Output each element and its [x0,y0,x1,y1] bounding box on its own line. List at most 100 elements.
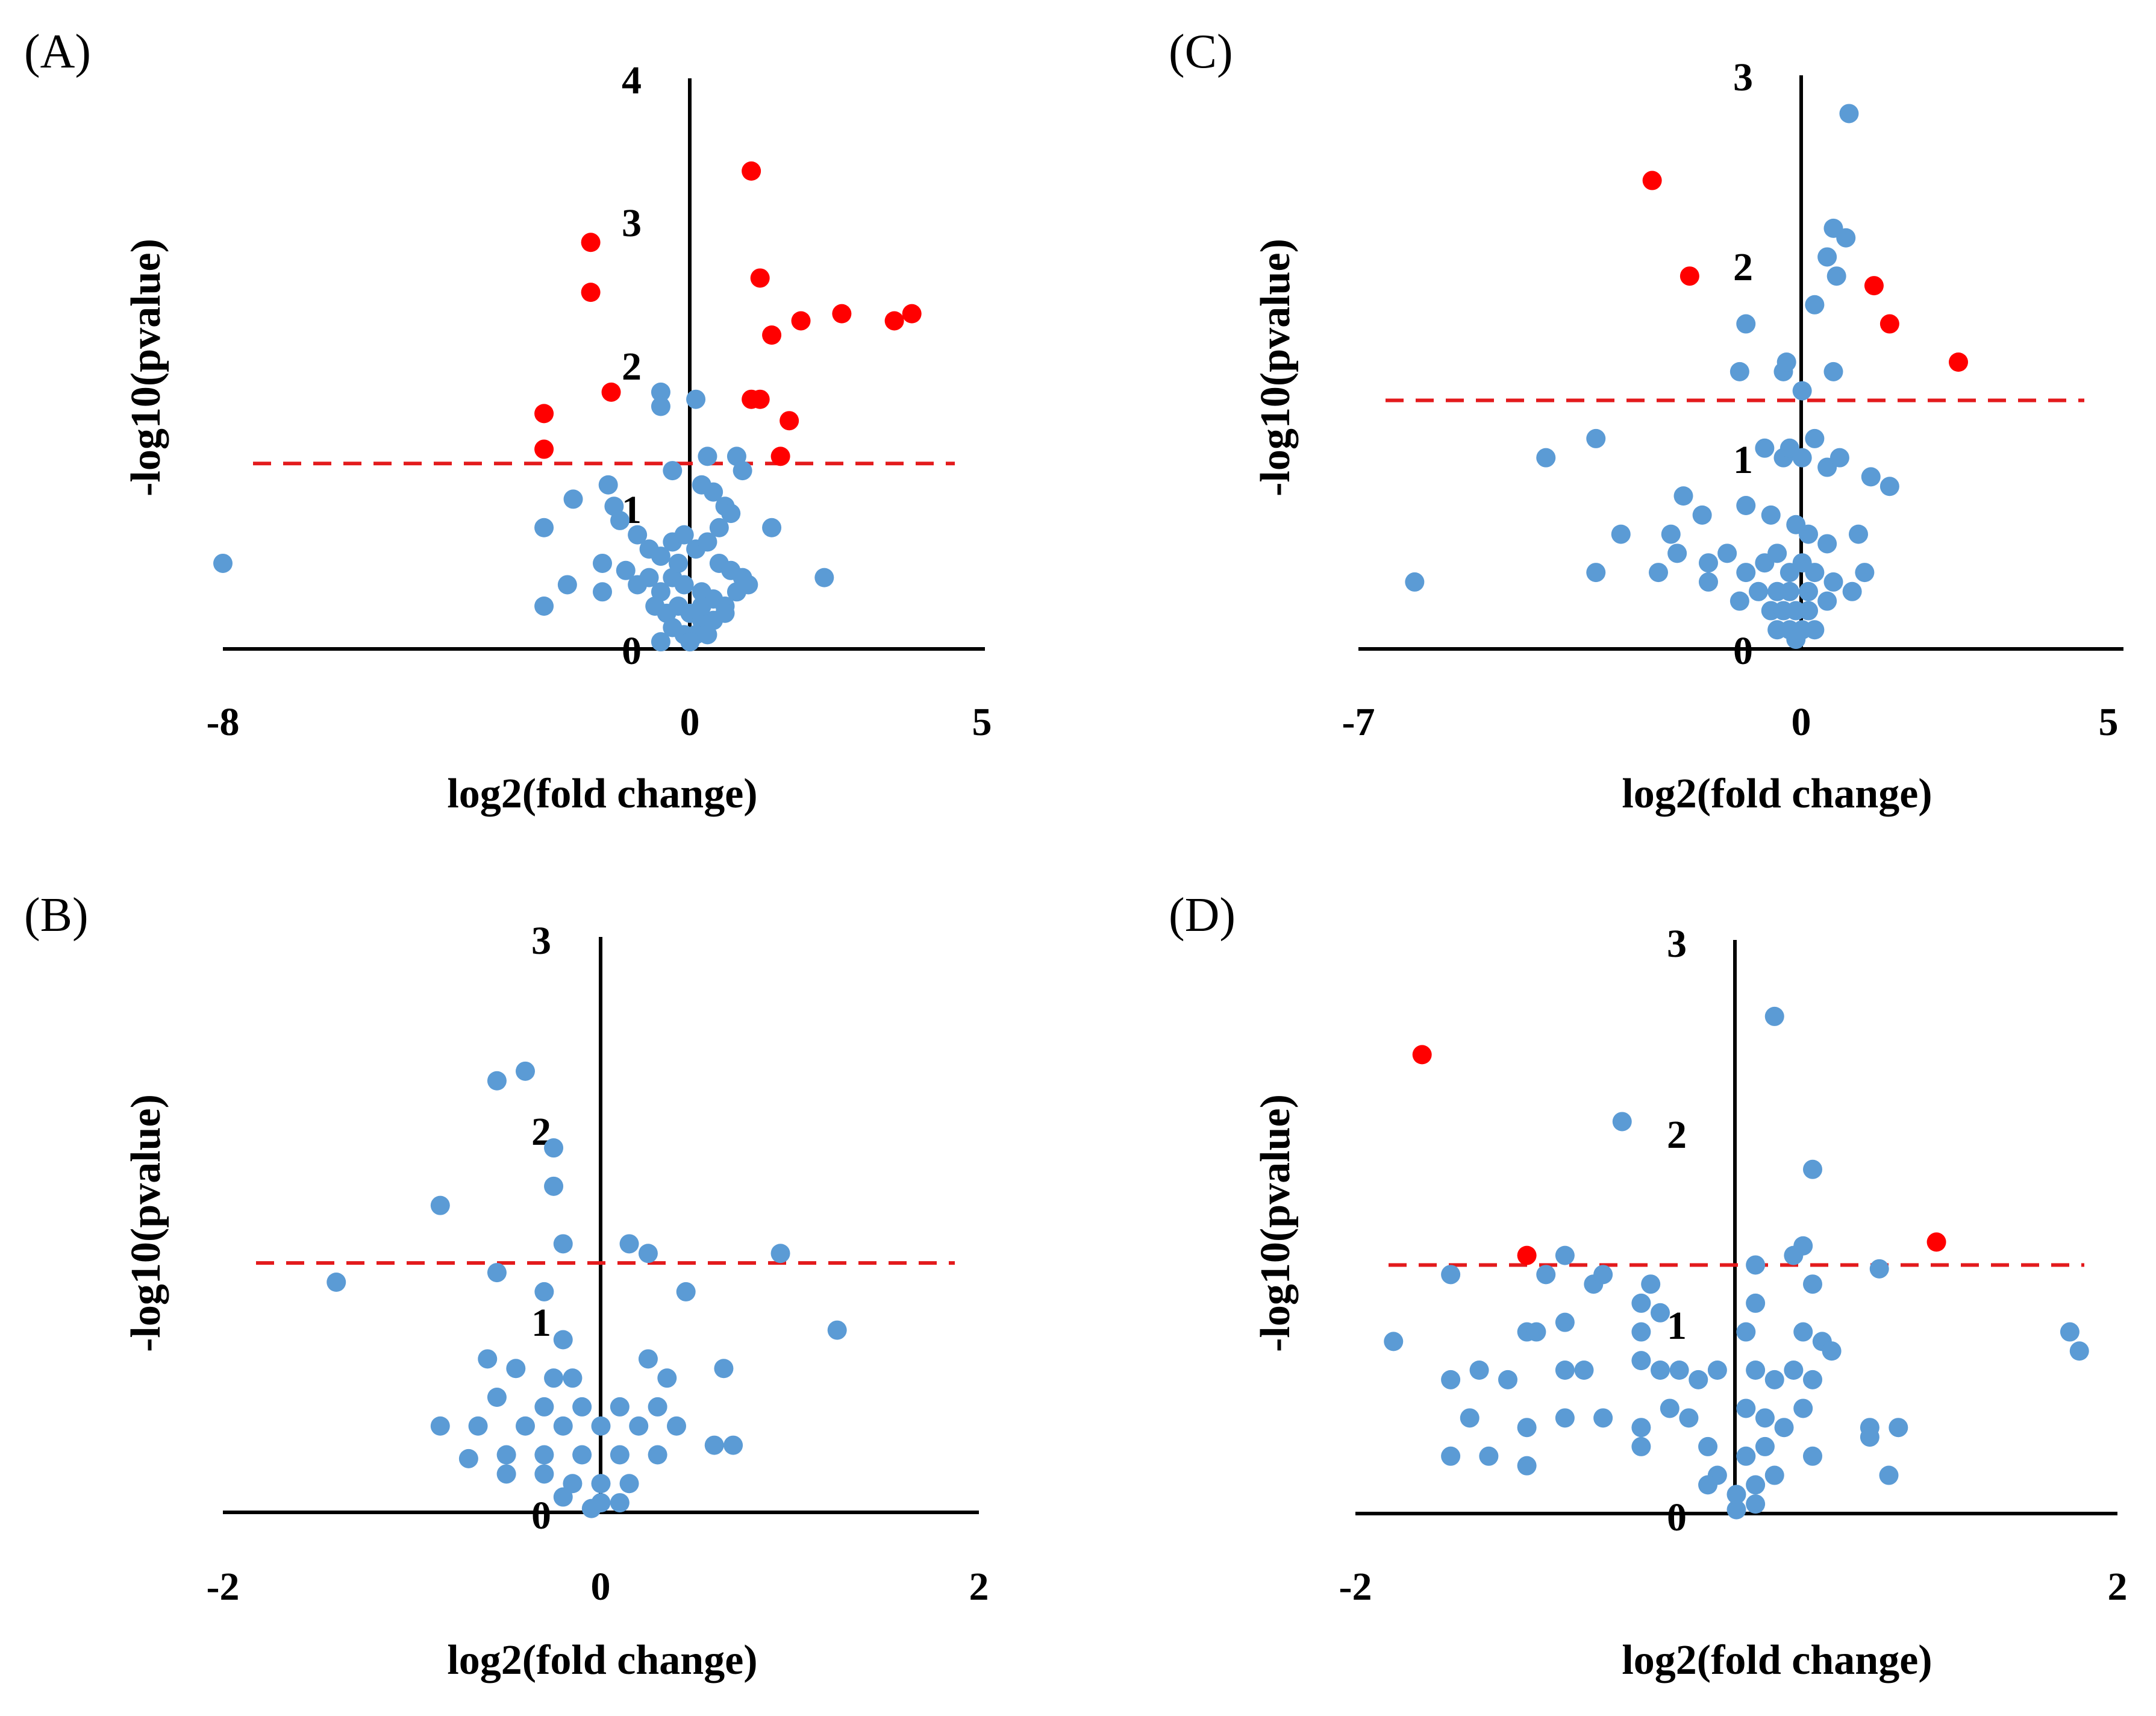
data-point-not-significant [598,475,618,495]
data-point-not-significant [610,510,630,530]
data-point-not-significant [1611,524,1631,544]
data-point-not-significant [1822,1341,1842,1361]
data-point-not-significant [1729,591,1749,611]
data-point-not-significant [1699,553,1718,573]
data-point-not-significant [610,1397,630,1417]
data-point-not-significant [1689,1370,1708,1389]
data-point-not-significant [1836,228,1856,248]
x-axis-title: log2(fold change) [1622,771,1932,817]
data-point-not-significant [1792,381,1812,401]
data-point-not-significant [1803,1274,1822,1294]
data-point-not-significant [1755,1408,1775,1428]
data-point-not-significant [553,1487,573,1507]
data-point-not-significant [1586,563,1606,583]
data-point-not-significant [1860,1427,1879,1447]
data-point-significant [1879,314,1899,334]
data-point-significant [750,268,770,288]
data-point-significant [902,304,922,324]
data-point-not-significant [698,532,717,552]
data-point-not-significant [553,1234,573,1254]
data-point-not-significant [2069,1341,2089,1361]
data-point-not-significant [1764,1370,1784,1389]
data-point-not-significant [1869,1259,1889,1279]
y-tick-label: 3 [622,201,642,245]
data-point-not-significant [1736,314,1756,334]
data-point-not-significant [1764,1006,1784,1026]
data-point-not-significant [1764,1465,1784,1485]
data-point-not-significant [1805,428,1825,448]
data-point-not-significant [814,568,834,587]
x-tick-label: 2 [2108,1565,2128,1609]
data-point-not-significant [638,1244,658,1264]
data-point-not-significant [1631,1322,1651,1342]
data-point-not-significant [692,596,711,616]
data-point-not-significant [1799,524,1818,544]
data-point-not-significant [667,1416,686,1436]
data-point-not-significant [581,1498,601,1518]
data-point-not-significant [762,518,782,537]
data-point-not-significant [1736,1322,1756,1342]
data-point-not-significant [1839,104,1859,124]
data-point-not-significant [553,1330,573,1350]
data-point-not-significant [1717,543,1737,563]
data-point-not-significant [1517,1418,1537,1438]
data-point-not-significant [1746,1293,1766,1313]
data-point-not-significant [544,1138,564,1158]
y-axis-title: -log10(pvalue) [1252,239,1299,496]
data-point-not-significant [487,1263,507,1283]
data-point-not-significant [1861,467,1881,487]
data-point-not-significant [1746,1361,1766,1380]
data-point-not-significant [1649,563,1668,583]
data-point-not-significant [327,1273,346,1292]
data-point-not-significant [487,1071,507,1091]
data-point-significant [884,311,904,331]
data-point-not-significant [516,1061,535,1081]
data-point-not-significant [1441,1370,1461,1389]
data-point-not-significant [478,1349,498,1369]
data-point-not-significant [1776,352,1796,372]
data-point-not-significant [1460,1408,1480,1428]
data-point-not-significant [1817,534,1837,554]
data-point-not-significant [1612,1112,1632,1132]
y-tick-label: 0 [1733,629,1753,673]
data-point-not-significant [1631,1418,1651,1438]
data-point-not-significant [1661,524,1681,544]
data-point-not-significant [1536,448,1556,468]
data-point-significant [1864,276,1884,296]
data-point-not-significant [629,1416,649,1436]
x-axis-title: log2(fold change) [1622,1637,1932,1683]
data-point-not-significant [1879,477,1899,496]
data-point-not-significant [676,1282,696,1301]
data-point-not-significant [1805,295,1825,315]
y-tick-label: 2 [1667,1113,1687,1157]
y-tick-label: 2 [1733,245,1753,289]
data-point-not-significant [616,560,636,580]
data-point-not-significant [1574,1361,1594,1380]
data-point-not-significant [563,1368,583,1388]
data-point-not-significant [1879,1465,1899,1485]
data-point-not-significant [709,518,729,537]
data-point-not-significant [1593,1265,1613,1285]
data-point-not-significant [1673,486,1693,506]
data-point-not-significant [1593,1408,1613,1428]
data-point-not-significant [723,1435,743,1455]
data-point-not-significant [572,1397,592,1417]
data-point-not-significant [619,1234,639,1254]
data-point-not-significant [638,1349,658,1369]
data-point-not-significant [1405,572,1425,592]
data-point-not-significant [1736,1398,1756,1418]
panel-label: (C) [1169,25,1233,78]
data-point-not-significant [591,1416,611,1436]
data-point-not-significant [1774,1418,1794,1438]
data-point-not-significant [1736,563,1756,583]
data-point-not-significant [1792,448,1812,468]
data-point-not-significant [1784,1361,1804,1380]
data-point-not-significant [1555,1408,1575,1428]
data-point-not-significant [628,525,648,545]
y-tick-label: 3 [1667,922,1687,966]
data-point-not-significant [1384,1332,1404,1351]
data-point-significant [742,161,761,181]
x-axis-title: log2(fold change) [447,771,757,817]
data-point-not-significant [648,1397,667,1417]
x-tick-label: -8 [207,700,240,744]
